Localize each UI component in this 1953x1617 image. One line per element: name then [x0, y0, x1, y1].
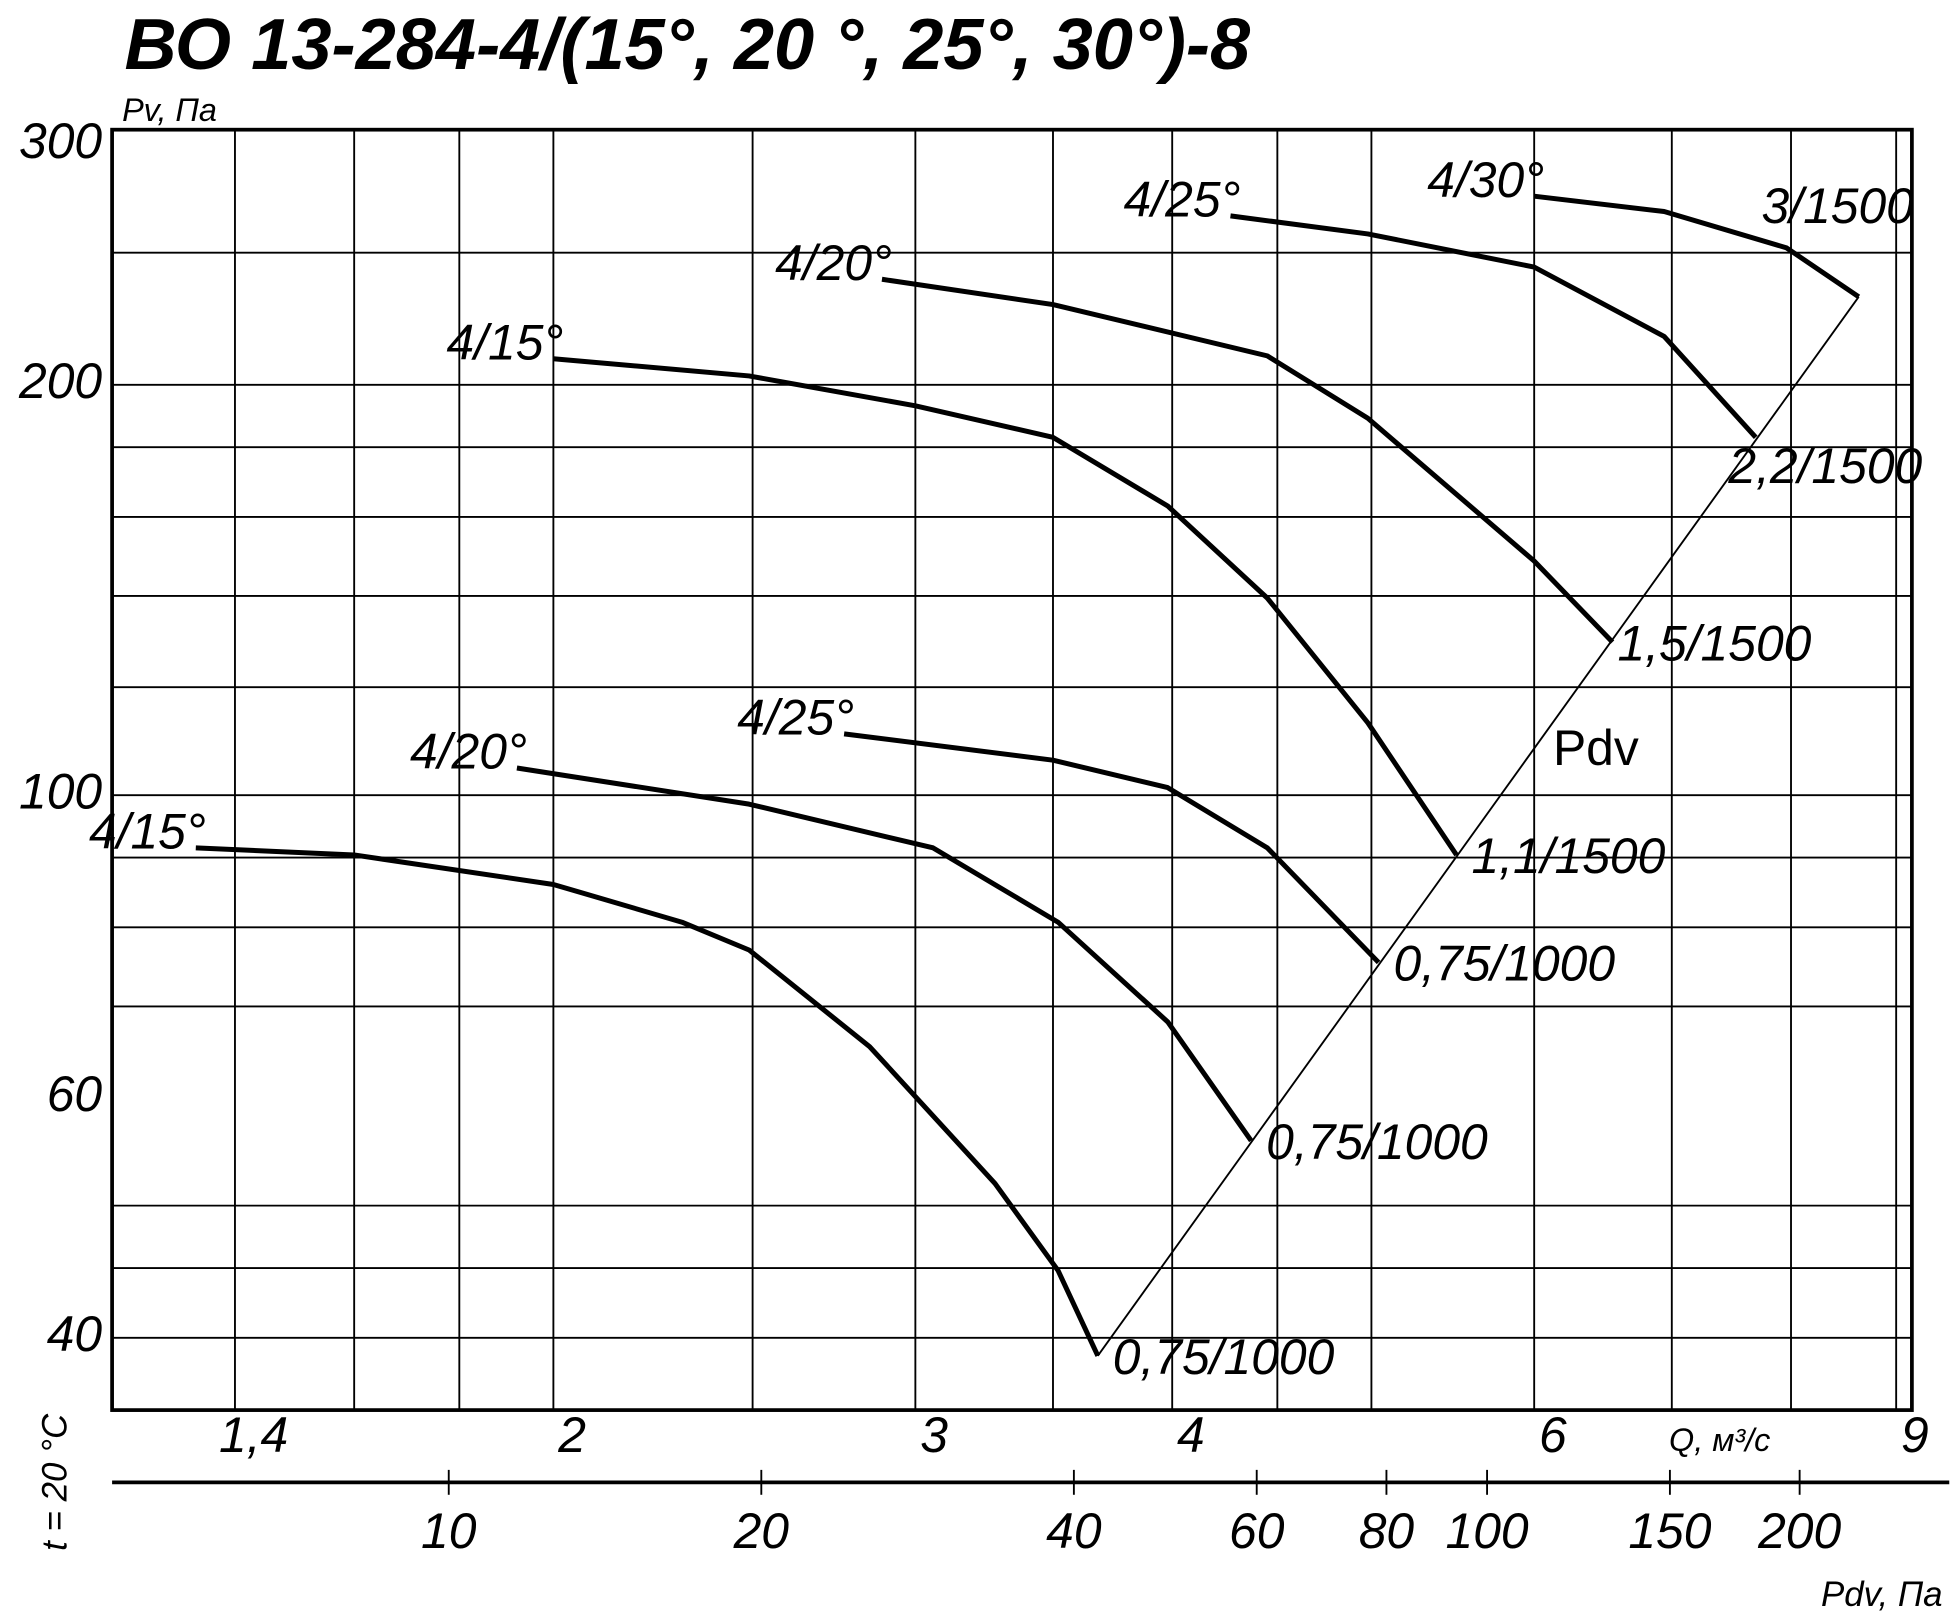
curve-end-label: 3/1500	[1762, 178, 1915, 234]
x-tick-label: 1,4	[219, 1407, 288, 1463]
curve-end-label: 1,5/1500	[1617, 615, 1811, 671]
curve-label: 4/20°	[775, 235, 892, 291]
curve-label: 4/15°	[446, 314, 563, 370]
curve-end-label: 0,75/1000	[1393, 936, 1615, 992]
x-tick-label: 6	[1539, 1407, 1567, 1463]
curve-end-label: 1,1/1500	[1471, 828, 1665, 884]
y-axis-label: Pv, Па	[122, 92, 217, 128]
pdv-label: Pdv	[1553, 720, 1639, 776]
x2-tick-label: 40	[1046, 1503, 1102, 1559]
x2-tick-label: 200	[1757, 1503, 1841, 1559]
x2-tick-label: 20	[733, 1503, 790, 1559]
plot-frame	[110, 127, 1914, 1412]
y-tick-label: 300	[19, 113, 102, 169]
x-tick-label: 9	[1901, 1407, 1929, 1463]
x2-tick-label: 150	[1628, 1503, 1711, 1559]
x2-tick-label: 10	[421, 1503, 477, 1559]
curve-end-label: 0,75/1000	[1266, 1114, 1488, 1170]
curve-label: 4/20°	[410, 724, 527, 780]
curve	[1230, 213, 1758, 440]
x2-tick-label: 60	[1229, 1503, 1285, 1559]
curve-end-label: 0,75/1000	[1113, 1329, 1335, 1385]
curve	[843, 731, 1381, 965]
x-axis-label: Q, м³/с	[1669, 1422, 1770, 1458]
curve-end-label: 2,2/1500	[1727, 438, 1922, 494]
x2-axis-label: Pdv, Па	[1821, 1575, 1942, 1614]
curve	[881, 276, 1615, 644]
x2-tick-label: 100	[1446, 1503, 1529, 1559]
curve-label: 4/30°	[1427, 152, 1544, 208]
y-tick-label: 60	[47, 1066, 103, 1122]
chart-title: ВО 13-284-4/(15°, 20 °, 25°, 30°)-8	[125, 5, 1251, 85]
x-tick-label: 2	[557, 1407, 586, 1463]
curve-label: 4/25°	[737, 690, 854, 746]
y-tick-label: 100	[19, 763, 102, 819]
side-label: t = 20 °C	[36, 1413, 75, 1551]
x2-tick-label: 80	[1359, 1503, 1415, 1559]
curve-label: 4/25°	[1124, 172, 1241, 228]
y-tick-label: 200	[18, 353, 102, 409]
curve	[1533, 193, 1861, 299]
x-tick-label: 4	[1177, 1407, 1205, 1463]
curve	[195, 845, 1101, 1357]
x-tick-label: 3	[920, 1407, 948, 1463]
y-tick-label: 40	[47, 1306, 103, 1362]
curve	[516, 765, 1254, 1143]
pdv-line	[1097, 296, 1860, 1357]
curve	[553, 356, 1459, 857]
curve-label: 4/15°	[89, 804, 206, 860]
